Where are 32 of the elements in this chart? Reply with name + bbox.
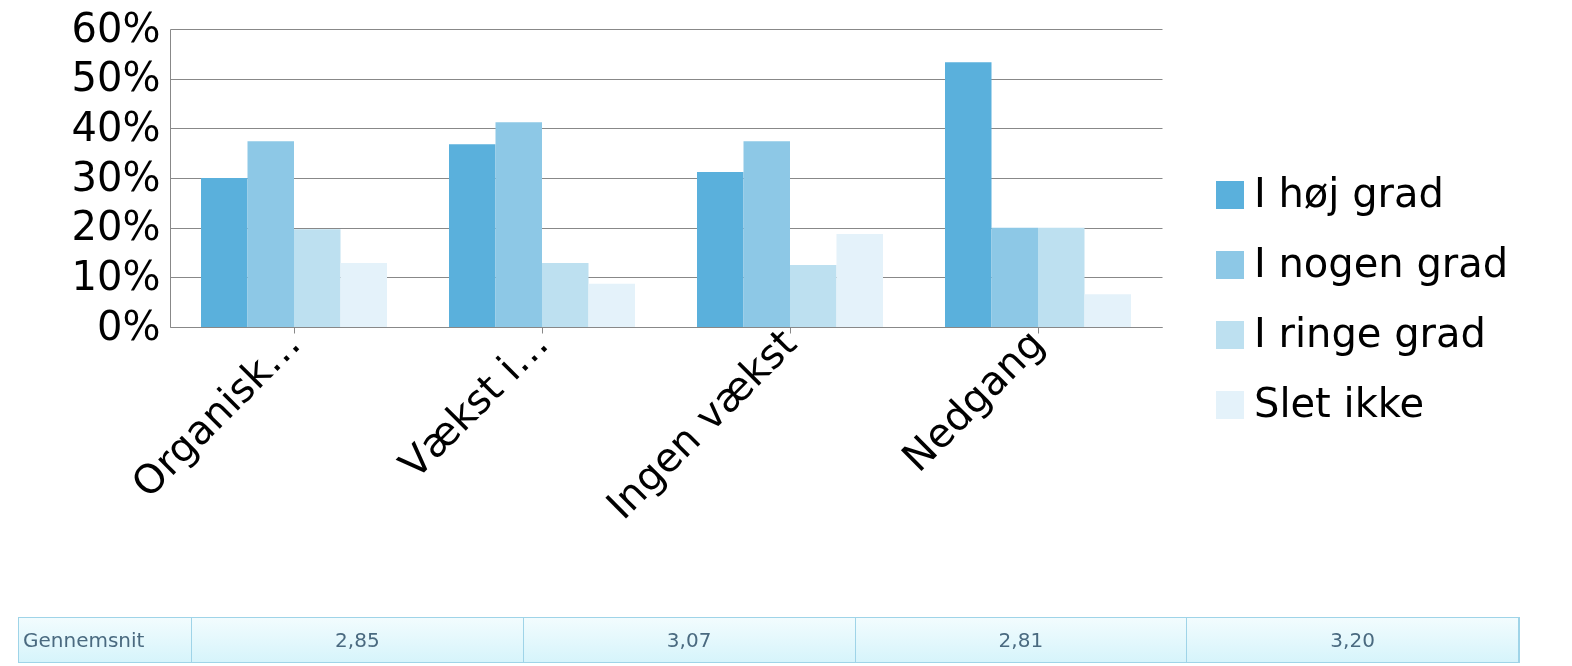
- y-tick-label: 10%: [71, 252, 161, 299]
- text: 2,81: [855, 618, 1188, 662]
- bar: [991, 227, 1038, 327]
- bar: [449, 144, 496, 327]
- bar: [743, 141, 790, 327]
- text: 3,07: [523, 618, 856, 662]
- bar: [340, 262, 387, 327]
- bar: [790, 264, 837, 327]
- y-tick-label: 20%: [71, 203, 161, 250]
- y-tick-label: 0%: [97, 302, 161, 349]
- bar: [495, 122, 542, 327]
- bar: [1084, 294, 1131, 327]
- bar: [294, 229, 341, 327]
- bar: [588, 283, 635, 327]
- bar: [201, 178, 248, 327]
- bar: [247, 141, 294, 327]
- text: 3,20: [1187, 618, 1519, 662]
- bar: [1038, 227, 1085, 327]
- text: 2,85: [192, 618, 524, 662]
- y-tick-label: 50%: [71, 54, 161, 101]
- legend-label: I høj grad: [1254, 170, 1444, 216]
- y-tick-label: 60%: [71, 4, 161, 51]
- bar: [697, 172, 744, 327]
- text: Gennemsnit: [19, 618, 192, 662]
- legend-label: I nogen grad: [1254, 240, 1509, 286]
- legend-label: Slet ikke: [1254, 380, 1425, 426]
- bar: [945, 62, 992, 327]
- bar: [542, 262, 589, 327]
- legend-label: I ringe grad: [1254, 310, 1486, 356]
- y-tick-label: 30%: [71, 153, 161, 200]
- y-tick-label: 40%: [71, 103, 161, 150]
- bar: [836, 234, 883, 327]
